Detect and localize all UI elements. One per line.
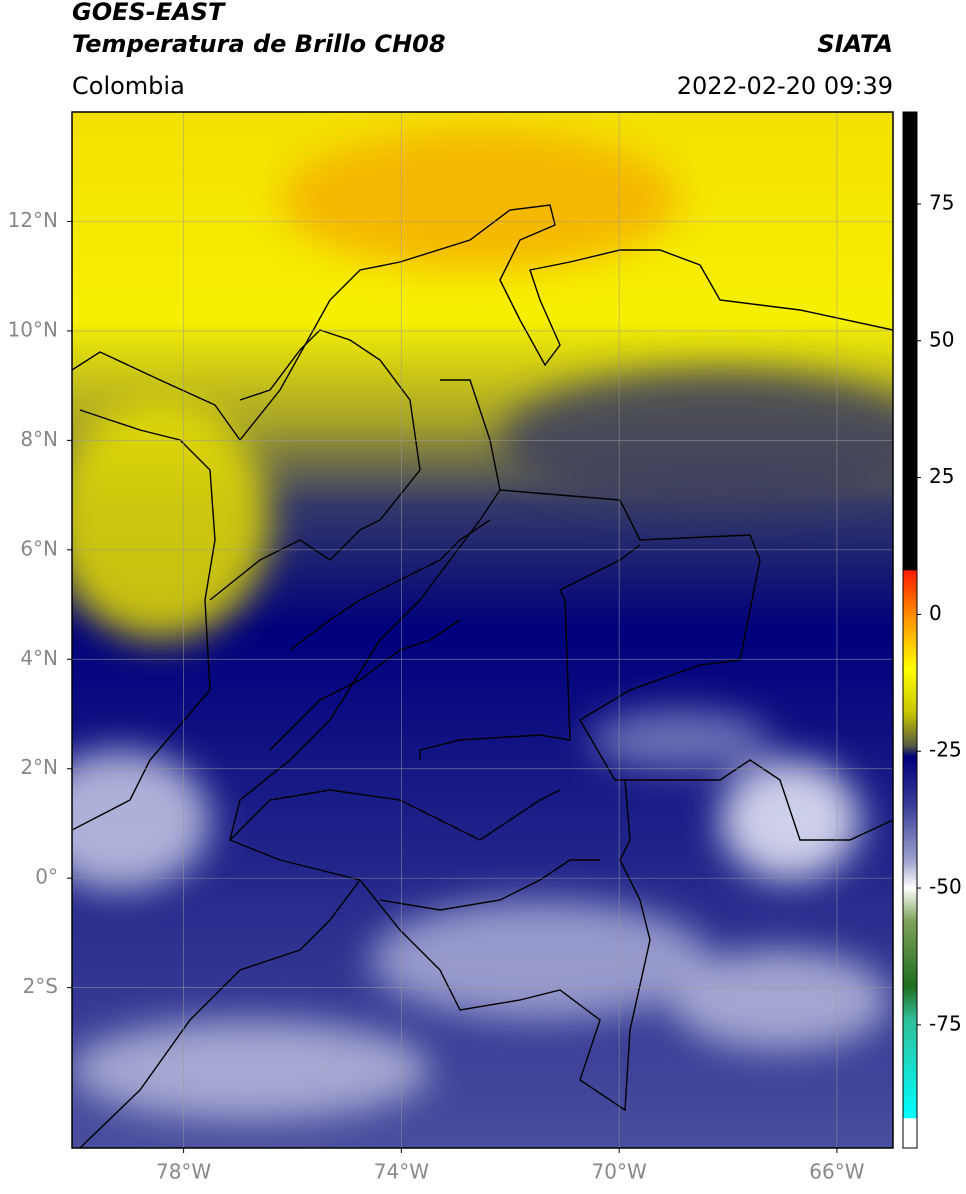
colorbar-tick-label: 0 — [929, 601, 942, 625]
y-tick-label: 6°N — [20, 536, 58, 560]
colorbar-tick-label: 50 — [929, 327, 954, 351]
source: SIATA — [817, 30, 893, 58]
x-tick-label: 74°W — [374, 1160, 429, 1184]
y-tick-label: 8°N — [20, 427, 58, 451]
colorbar-tick-label: 75 — [929, 190, 954, 214]
y-tick-label: 12°N — [8, 208, 58, 232]
title: GOES-EAST — [72, 0, 226, 26]
x-tick-label: 78°W — [156, 1160, 211, 1184]
y-tick-label: 4°N — [20, 646, 58, 670]
colorbar-tick-label: -50 — [929, 875, 962, 899]
map-image — [72, 112, 893, 1148]
y-tick-label: 2°S — [23, 974, 58, 998]
y-tick-label: 10°N — [8, 317, 58, 341]
colorbar — [902, 111, 918, 1149]
y-tick-label: 2°N — [20, 755, 58, 779]
x-tick-label: 66°W — [809, 1160, 864, 1184]
region: Colombia — [72, 72, 185, 100]
subtitle: Temperatura de Brillo CH08 — [72, 30, 446, 58]
colorbar-tick-label: -75 — [929, 1011, 962, 1035]
colorbar-tick-label: 25 — [929, 464, 954, 488]
x-tick-label: 70°W — [592, 1160, 647, 1184]
y-tick-label: 0° — [35, 865, 58, 889]
timestamp: 2022-02-20 09:39 — [677, 72, 893, 100]
colorbar-tick-label: -25 — [929, 738, 962, 762]
map-frame — [71, 111, 894, 1149]
